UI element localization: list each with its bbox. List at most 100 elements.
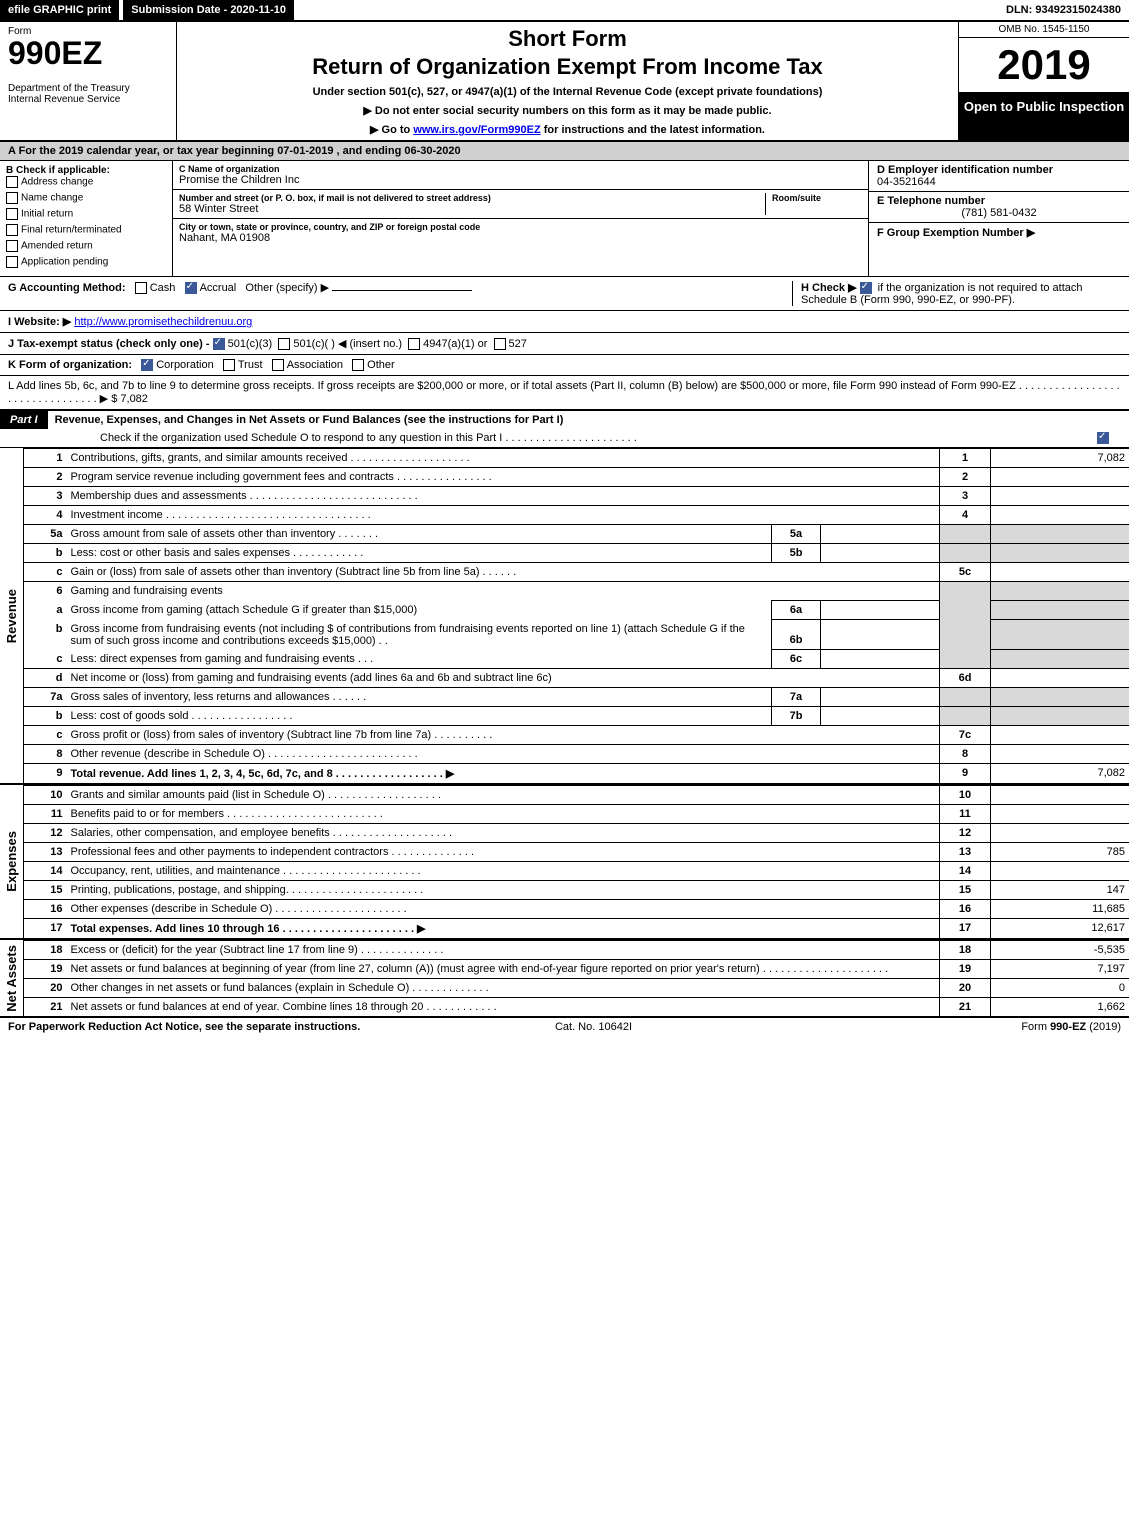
col-num: 13 [940, 843, 991, 862]
j-501c: 501(c)( ) ◀ (insert no.) [293, 338, 402, 350]
table-row: 14 Occupancy, rent, utilities, and maint… [24, 862, 1129, 881]
ein-value: 04-3521644 [877, 176, 1121, 188]
d-label: D Employer identification number [877, 164, 1121, 176]
table-row: d Net income or (loss) from gaming and f… [24, 669, 1129, 688]
line-desc: Net income or (loss) from gaming and fun… [66, 669, 939, 688]
col-shade [940, 650, 991, 669]
checkbox-icon[interactable] [278, 338, 290, 350]
expenses-section: Expenses 10 Grants and similar amounts p… [0, 785, 1129, 940]
cb-final-return[interactable]: Final return/terminated [6, 224, 166, 236]
main-title: Return of Organization Exempt From Incom… [185, 54, 950, 80]
cb-initial-return[interactable]: Initial return [6, 208, 166, 220]
amount [991, 805, 1129, 824]
revenue-section: Revenue 1 Contributions, gifts, grants, … [0, 448, 1129, 785]
checkbox-icon[interactable] [272, 359, 284, 371]
checkbox-icon [6, 256, 18, 268]
line-desc: Occupancy, rent, utilities, and maintena… [66, 862, 939, 881]
table-row: 8 Other revenue (describe in Schedule O)… [24, 745, 1129, 764]
g-other-input[interactable] [332, 290, 472, 291]
col-num: 4 [940, 506, 991, 525]
col-num: 2 [940, 468, 991, 487]
sub-amount [821, 650, 940, 669]
line-desc: Gaming and fundraising events [66, 582, 939, 601]
line-desc: Professional fees and other payments to … [66, 843, 939, 862]
amount-shade [991, 544, 1129, 563]
cb-address-change[interactable]: Address change [6, 176, 166, 188]
checkbox-icon[interactable] [494, 338, 506, 350]
table-row: c Gain or (loss) from sale of assets oth… [24, 563, 1129, 582]
amount: 785 [991, 843, 1129, 862]
table-row: c Gross profit or (loss) from sales of i… [24, 726, 1129, 745]
line-desc: Less: cost of goods sold . . . . . . . .… [66, 707, 771, 726]
table-row: b Less: cost or other basis and sales ex… [24, 544, 1129, 563]
amount [991, 824, 1129, 843]
checkbox-icon[interactable] [352, 359, 364, 371]
cb-amended-return[interactable]: Amended return [6, 240, 166, 252]
ssn-warning: ▶ Do not enter social security numbers o… [185, 104, 950, 117]
col-num: 1 [940, 449, 991, 468]
sub-col-num: 5a [772, 525, 821, 544]
checkbox-icon[interactable] [223, 359, 235, 371]
col-shade [940, 707, 991, 726]
right-info-col: D Employer identification number 04-3521… [868, 161, 1129, 276]
checkbox-icon[interactable] [135, 282, 147, 294]
col-shade [940, 620, 991, 650]
goto-link[interactable]: www.irs.gov/Form990EZ [413, 124, 540, 136]
amount [991, 862, 1129, 881]
netassets-section: Net Assets 18 Excess or (deficit) for th… [0, 940, 1129, 1018]
line-num: 10 [24, 786, 66, 805]
h-label: H Check ▶ [801, 282, 857, 294]
sub-amount [821, 544, 940, 563]
cb-application-pending[interactable]: Application pending [6, 256, 166, 268]
short-form-label: Short Form [185, 26, 950, 52]
sub-col-num: 7b [772, 707, 821, 726]
checkbox-icon[interactable] [185, 282, 197, 294]
table-row: 20 Other changes in net assets or fund b… [24, 979, 1129, 998]
checkbox-icon[interactable] [213, 338, 225, 350]
line-num: c [24, 563, 66, 582]
checkbox-icon [6, 192, 18, 204]
line-num: 1 [24, 449, 66, 468]
i-label: I Website: ▶ [8, 316, 71, 328]
line-num: b [24, 707, 66, 726]
line-desc: Gross income from fundraising events (no… [66, 620, 771, 650]
sub-amount [821, 707, 940, 726]
goto-suffix: for instructions and the latest informat… [541, 124, 765, 136]
line-num: 6 [24, 582, 66, 601]
website-link[interactable]: http://www.promisethechildrenuu.org [74, 316, 252, 328]
section-c: C Name of organization Promise the Child… [173, 161, 868, 276]
col-num: 20 [940, 979, 991, 998]
revenue-table: 1 Contributions, gifts, grants, and simi… [24, 448, 1129, 783]
amount: 11,685 [991, 900, 1129, 919]
goto-prefix: ▶ Go to [370, 124, 413, 136]
col-num: 18 [940, 941, 991, 960]
amount [991, 468, 1129, 487]
sub-col-num: 6a [772, 601, 821, 620]
table-row: 10 Grants and similar amounts paid (list… [24, 786, 1129, 805]
checkbox-icon[interactable] [1097, 432, 1109, 444]
table-row: 17 Total expenses. Add lines 10 through … [24, 919, 1129, 939]
line-num: 5a [24, 525, 66, 544]
checkbox-icon [6, 208, 18, 220]
line-num: 21 [24, 998, 66, 1017]
amount [991, 563, 1129, 582]
checkbox-icon[interactable] [860, 282, 872, 294]
line-desc: Program service revenue including govern… [66, 468, 939, 487]
amount: 147 [991, 881, 1129, 900]
line-desc: Grants and similar amounts paid (list in… [66, 786, 939, 805]
sub-amount [821, 601, 940, 620]
checkbox-icon[interactable] [408, 338, 420, 350]
amount [991, 786, 1129, 805]
line-num: c [24, 726, 66, 745]
table-row: 15 Printing, publications, postage, and … [24, 881, 1129, 900]
efile-print-button[interactable]: efile GRAPHIC print [0, 0, 119, 20]
cb-name-change[interactable]: Name change [6, 192, 166, 204]
line-num: a [24, 601, 66, 620]
line-num: 20 [24, 979, 66, 998]
col-num: 16 [940, 900, 991, 919]
checkbox-icon[interactable] [141, 359, 153, 371]
line-num: 19 [24, 960, 66, 979]
line-num: 17 [24, 919, 66, 939]
table-row: 4 Investment income . . . . . . . . . . … [24, 506, 1129, 525]
g-accrual: Accrual [200, 282, 237, 294]
